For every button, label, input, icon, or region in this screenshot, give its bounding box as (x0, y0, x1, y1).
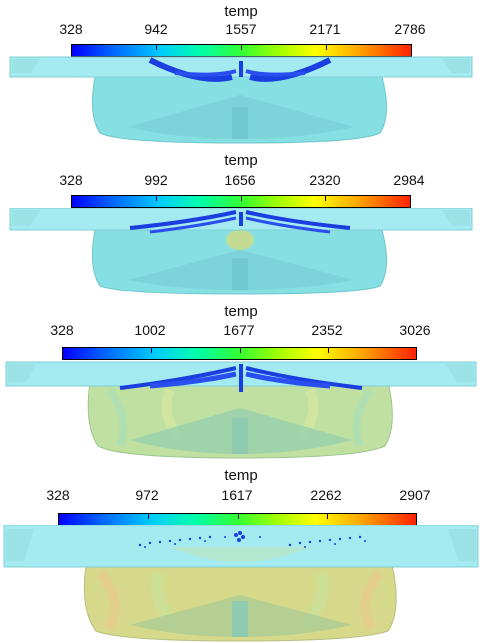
colorbar-tick-label: 2984 (393, 172, 425, 188)
colorbar (62, 347, 417, 360)
colorbar-tick-label: 2907 (399, 487, 431, 503)
panel-3: temp 328 1002 1677 2352 3026 (0, 302, 482, 465)
colorbar-tick-label: 2262 (310, 487, 342, 503)
combustion-chamber-render (3, 525, 479, 642)
combustion-chamber-render (5, 361, 477, 459)
colorbar-tick-label: 992 (144, 172, 168, 188)
panel-4: temp 328 972 1617 2262 2907 (0, 467, 482, 643)
panel-1: temp 328 942 1557 2171 2786 (0, 0, 482, 160)
colorbar-tick-label: 2320 (309, 172, 341, 188)
colorbar (71, 195, 411, 208)
colorbar-tick-label: 2171 (309, 21, 341, 37)
colorbar-title: temp (224, 467, 258, 484)
colorbar-title: temp (224, 152, 258, 169)
colorbar-tick-label: 1656 (224, 172, 256, 188)
colorbar-tick-label: 1557 (225, 21, 257, 37)
colorbar-tick-label: 2786 (394, 21, 426, 37)
colorbar-tick-label: 328 (50, 322, 74, 338)
colorbar-tick-label: 328 (59, 172, 83, 188)
combustion-chamber-render (9, 56, 473, 144)
colorbar-tick-label: 1677 (223, 322, 255, 338)
colorbar-title: temp (224, 3, 258, 20)
colorbar-tick-label: 2352 (311, 322, 343, 338)
colorbar-tick-label: 942 (144, 21, 168, 37)
panel-2: temp 328 992 1656 2320 2984 (0, 152, 482, 302)
colorbar-title: temp (224, 303, 258, 320)
colorbar-tick-label: 1002 (134, 322, 166, 338)
combustion-chamber-render (9, 208, 473, 295)
colorbar-tick-label: 3026 (399, 322, 431, 338)
colorbar-tick-label: 972 (135, 487, 159, 503)
colorbar-tick-label: 1617 (221, 487, 253, 503)
colorbar-tick-label: 328 (46, 487, 70, 503)
colorbar-tick-label: 328 (59, 21, 83, 37)
